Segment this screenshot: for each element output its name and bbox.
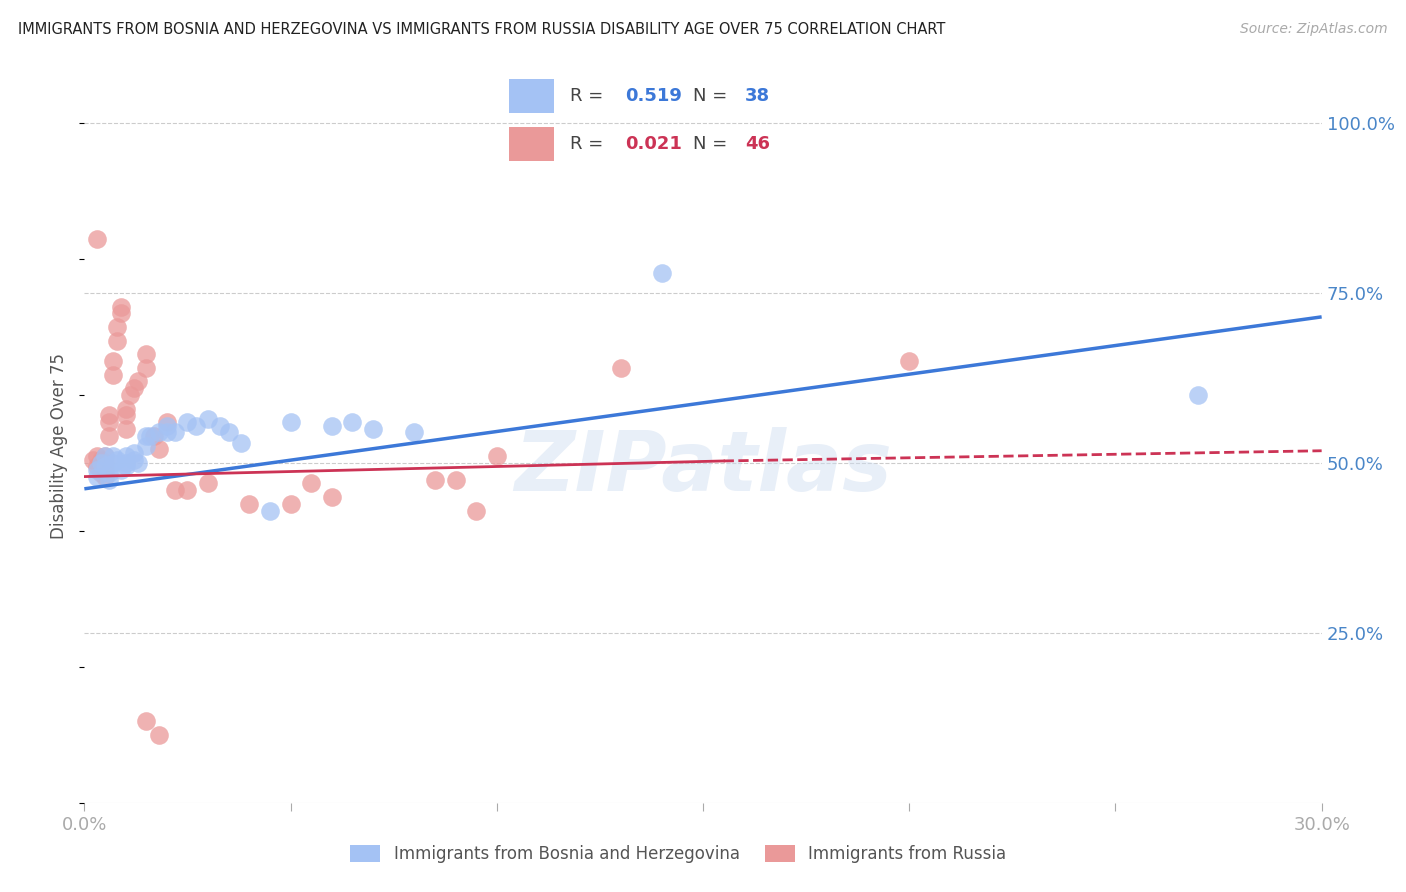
Bar <box>509 78 554 113</box>
Point <box>105 320 128 334</box>
Text: R =: R = <box>571 135 609 153</box>
Point <box>485 449 508 463</box>
Point <box>127 456 149 470</box>
Point <box>299 476 322 491</box>
Point <box>197 476 219 491</box>
Point <box>184 418 207 433</box>
Text: ZIPatlas: ZIPatlas <box>515 427 891 508</box>
Point <box>98 473 121 487</box>
Point <box>156 418 179 433</box>
Point <box>156 415 179 429</box>
Point <box>90 456 112 470</box>
Point <box>94 449 117 463</box>
Point <box>86 469 108 483</box>
Point <box>86 459 108 474</box>
Point <box>465 503 488 517</box>
Point <box>423 473 446 487</box>
Text: IMMIGRANTS FROM BOSNIA AND HERZEGOVINA VS IMMIGRANTS FROM RUSSIA DISABILITY AGE : IMMIGRANTS FROM BOSNIA AND HERZEGOVINA V… <box>18 22 946 37</box>
Point <box>321 418 343 433</box>
Point <box>135 429 157 443</box>
Point <box>259 503 281 517</box>
Point <box>114 456 136 470</box>
Point <box>609 360 631 375</box>
Text: 38: 38 <box>745 87 770 104</box>
Point <box>218 425 240 440</box>
Point <box>103 449 125 463</box>
Point <box>94 469 117 483</box>
Point <box>148 728 170 742</box>
Text: N =: N = <box>693 87 733 104</box>
Point <box>148 442 170 457</box>
Point <box>165 483 187 498</box>
Point <box>176 415 198 429</box>
Text: N =: N = <box>693 135 733 153</box>
Point <box>898 354 921 368</box>
Point <box>114 449 136 463</box>
Text: R =: R = <box>571 87 609 104</box>
Point <box>135 360 157 375</box>
Point <box>110 463 132 477</box>
Point <box>197 412 219 426</box>
Point <box>122 446 145 460</box>
Point <box>114 409 136 423</box>
Point <box>110 306 132 320</box>
Point <box>321 490 343 504</box>
Bar <box>509 127 554 161</box>
Point <box>98 466 121 480</box>
Point <box>209 418 232 433</box>
Point <box>122 381 145 395</box>
Y-axis label: Disability Age Over 75: Disability Age Over 75 <box>51 353 69 539</box>
Point <box>103 456 125 470</box>
Point <box>651 266 673 280</box>
Point <box>1187 388 1209 402</box>
Point <box>143 429 166 443</box>
Point <box>94 459 117 474</box>
Point <box>98 409 121 423</box>
Point <box>105 334 128 348</box>
Point <box>114 459 136 474</box>
Point <box>342 415 364 429</box>
Point <box>135 439 157 453</box>
Point <box>238 497 260 511</box>
Point <box>229 435 252 450</box>
Point <box>139 429 162 443</box>
Point <box>103 354 125 368</box>
Point <box>94 463 117 477</box>
Text: Source: ZipAtlas.com: Source: ZipAtlas.com <box>1240 22 1388 37</box>
Point <box>114 422 136 436</box>
Point <box>90 452 112 467</box>
Legend: Immigrants from Bosnia and Herzegovina, Immigrants from Russia: Immigrants from Bosnia and Herzegovina, … <box>343 838 1012 870</box>
Point <box>114 401 136 416</box>
Point <box>444 473 467 487</box>
Point <box>135 714 157 729</box>
Point <box>118 388 141 402</box>
Point <box>86 232 108 246</box>
Point <box>105 452 128 467</box>
Point <box>98 429 121 443</box>
Point <box>280 497 302 511</box>
Point <box>86 463 108 477</box>
Point <box>94 449 117 463</box>
Text: 0.519: 0.519 <box>626 87 682 104</box>
Point <box>361 422 384 436</box>
Point <box>98 415 121 429</box>
Point <box>122 452 145 467</box>
Point <box>165 425 187 440</box>
Point <box>86 449 108 463</box>
Point <box>90 456 112 470</box>
Point <box>156 425 179 440</box>
Text: 0.021: 0.021 <box>626 135 682 153</box>
Point <box>176 483 198 498</box>
Point <box>127 375 149 389</box>
Point <box>148 425 170 440</box>
Text: 46: 46 <box>745 135 770 153</box>
Point <box>94 456 117 470</box>
Point <box>90 466 112 480</box>
Point <box>82 452 104 467</box>
Point <box>110 300 132 314</box>
Point <box>135 347 157 361</box>
Point <box>404 425 426 440</box>
Point <box>280 415 302 429</box>
Point <box>103 368 125 382</box>
